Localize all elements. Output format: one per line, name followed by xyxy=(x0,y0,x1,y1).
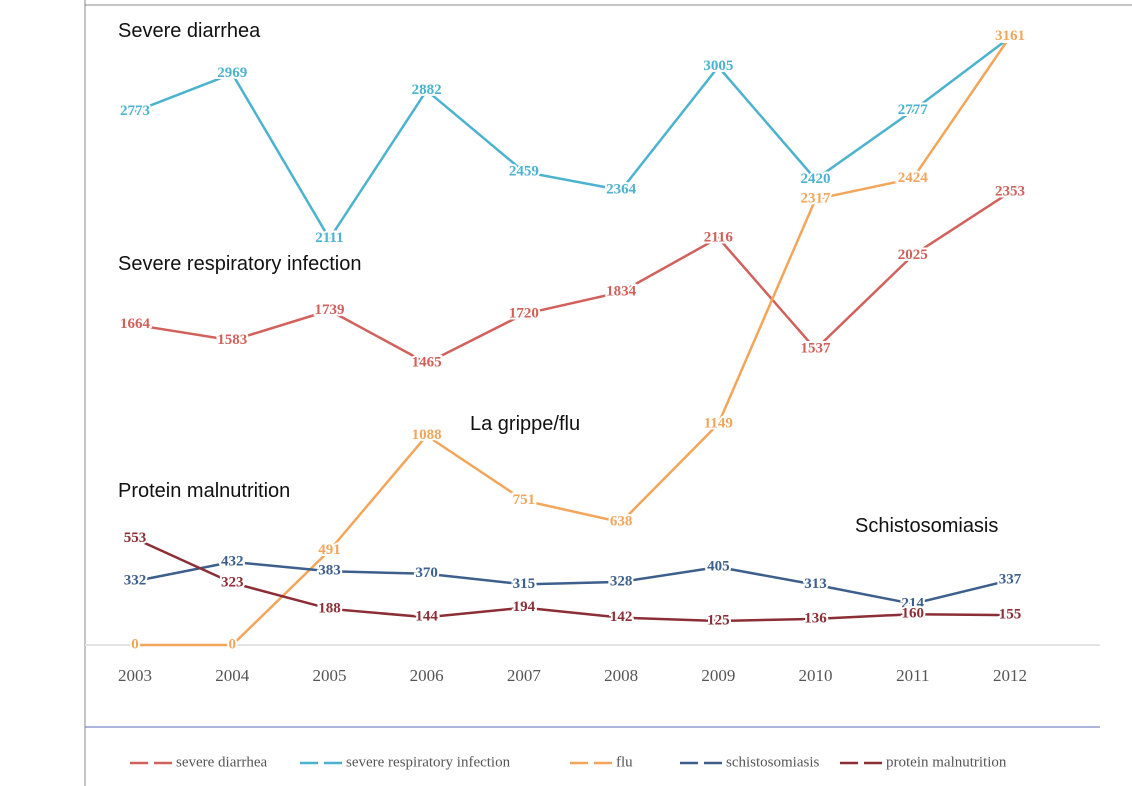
data-label: 2116 xyxy=(704,229,734,245)
series-line xyxy=(134,36,1011,242)
series-line xyxy=(134,191,1011,365)
series-line xyxy=(134,560,1011,606)
legend-label: severe respiratory infection xyxy=(346,754,511,770)
x-tick-label: 2008 xyxy=(604,666,638,685)
x-tick-label: 2011 xyxy=(896,666,929,685)
data-label: 214 xyxy=(902,595,925,611)
x-tick-label: 2010 xyxy=(799,666,833,685)
data-label: 136 xyxy=(804,610,827,626)
legend-label: protein malnutrition xyxy=(886,754,1007,770)
x-tick-label: 2005 xyxy=(312,666,346,685)
data-label: 2317 xyxy=(801,191,832,207)
data-label: 188 xyxy=(318,600,341,616)
legend-label: schistosomiasis xyxy=(726,754,820,770)
data-label: 1834 xyxy=(606,284,637,300)
data-label: 2420 xyxy=(801,171,831,187)
data-label: 3005 xyxy=(703,58,733,74)
data-label: 0 xyxy=(228,636,236,652)
data-label: 142 xyxy=(610,609,633,625)
data-label: 2025 xyxy=(898,247,928,263)
data-label: 553 xyxy=(124,530,147,546)
data-label: 2777 xyxy=(898,102,929,118)
x-tick-label: 2012 xyxy=(993,666,1027,685)
series-line xyxy=(135,36,1012,647)
data-label: 313 xyxy=(804,576,827,592)
data-label: 1149 xyxy=(704,415,733,431)
data-label: 0 xyxy=(131,636,139,652)
data-label: 2424 xyxy=(898,170,929,186)
data-label: 155 xyxy=(999,607,1022,623)
data-label: 194 xyxy=(513,599,536,615)
data-label: 1720 xyxy=(509,305,539,321)
data-label: 1583 xyxy=(217,332,247,348)
data-label: 751 xyxy=(513,492,536,508)
data-label: 1537 xyxy=(801,341,832,357)
x-tick-label: 2003 xyxy=(118,666,152,685)
data-label: 1664 xyxy=(120,316,151,332)
data-label: 638 xyxy=(610,514,633,530)
data-label: 432 xyxy=(221,553,244,569)
data-label: 2364 xyxy=(606,182,637,198)
data-label: 3158 xyxy=(995,29,1025,45)
data-label: 2353 xyxy=(995,184,1025,200)
data-label: 405 xyxy=(707,559,730,575)
data-label: 2773 xyxy=(120,103,150,119)
annotation: La grippe/flu xyxy=(470,413,580,435)
data-label: 370 xyxy=(415,565,438,581)
data-label: 2111 xyxy=(315,230,343,246)
data-label: 332 xyxy=(124,573,147,589)
data-label: 337 xyxy=(999,572,1022,588)
data-label: 2882 xyxy=(412,82,442,98)
legend-label: flu xyxy=(616,754,633,770)
data-label: 1739 xyxy=(314,302,344,318)
x-tick-label: 2006 xyxy=(410,666,444,685)
data-label: 1088 xyxy=(412,427,442,443)
data-label: 144 xyxy=(415,609,438,625)
legend-label: severe diarrhea xyxy=(176,754,268,770)
x-tick-label: 2007 xyxy=(507,666,542,685)
data-label: 3161 xyxy=(995,28,1025,44)
annotation: Protein malnutrition xyxy=(118,480,290,502)
annotation: Severe respiratory infection xyxy=(118,253,361,275)
data-label: 2969 xyxy=(217,65,247,81)
data-label: 383 xyxy=(318,563,341,579)
data-label: 315 xyxy=(513,576,536,592)
x-tick-label: 2004 xyxy=(215,666,250,685)
data-label: 491 xyxy=(318,542,341,558)
data-label: 1465 xyxy=(412,355,442,371)
x-tick-label: 2009 xyxy=(701,666,735,685)
data-label: 323 xyxy=(221,574,244,590)
annotation: Schistosomiasis xyxy=(855,515,998,537)
data-label: 160 xyxy=(902,606,925,622)
data-label: 328 xyxy=(610,573,633,589)
annotation: Severe diarrhea xyxy=(118,20,261,42)
data-label: 2459 xyxy=(509,163,539,179)
data-label: 125 xyxy=(707,612,730,628)
series-line xyxy=(134,537,1011,623)
